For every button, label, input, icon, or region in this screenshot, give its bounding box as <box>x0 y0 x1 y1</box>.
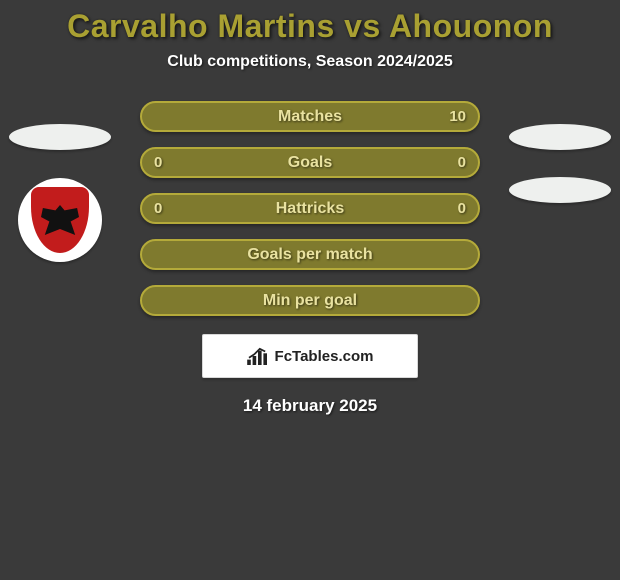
stat-value-left: 0 <box>154 154 162 171</box>
bar-chart-icon <box>247 347 269 365</box>
stat-label: Min per goal <box>263 292 357 310</box>
stat-value-right: 10 <box>449 108 466 125</box>
stat-value-right: 0 <box>458 200 466 217</box>
stat-label: Matches <box>278 108 342 126</box>
stat-row-goals: 0 Goals 0 <box>140 147 480 178</box>
stat-label: Goals per match <box>247 246 372 264</box>
comparison-card: Carvalho Martins vs Ahouonon Club compet… <box>0 0 620 416</box>
stat-label: Hattricks <box>276 200 344 218</box>
stat-value-right: 0 <box>458 154 466 171</box>
stat-label: Goals <box>288 154 332 172</box>
stat-row-goals-per-match: Goals per match <box>140 239 480 270</box>
footer-brand-text: FcTables.com <box>275 348 374 365</box>
player-photo-right-placeholder <box>509 124 611 150</box>
club-badge-outer <box>18 178 102 262</box>
stat-row-hattricks: 0 Hattricks 0 <box>140 193 480 224</box>
footer-attribution[interactable]: FcTables.com <box>202 334 418 378</box>
club-badge-left <box>18 178 102 262</box>
date-text: 14 february 2025 <box>0 396 620 416</box>
stat-row-matches: Matches 10 <box>140 101 480 132</box>
stat-value-left: 0 <box>154 200 162 217</box>
subtitle: Club competitions, Season 2024/2025 <box>0 53 620 71</box>
stat-row-min-per-goal: Min per goal <box>140 285 480 316</box>
page-title: Carvalho Martins vs Ahouonon <box>0 8 620 45</box>
club-badge-shield <box>31 187 89 253</box>
eagle-icon <box>41 205 79 235</box>
player-photo-left-placeholder <box>9 124 111 150</box>
stats-list: Matches 10 0 Goals 0 0 Hattricks 0 Goals… <box>140 101 480 316</box>
club-badge-right-placeholder <box>509 177 611 203</box>
